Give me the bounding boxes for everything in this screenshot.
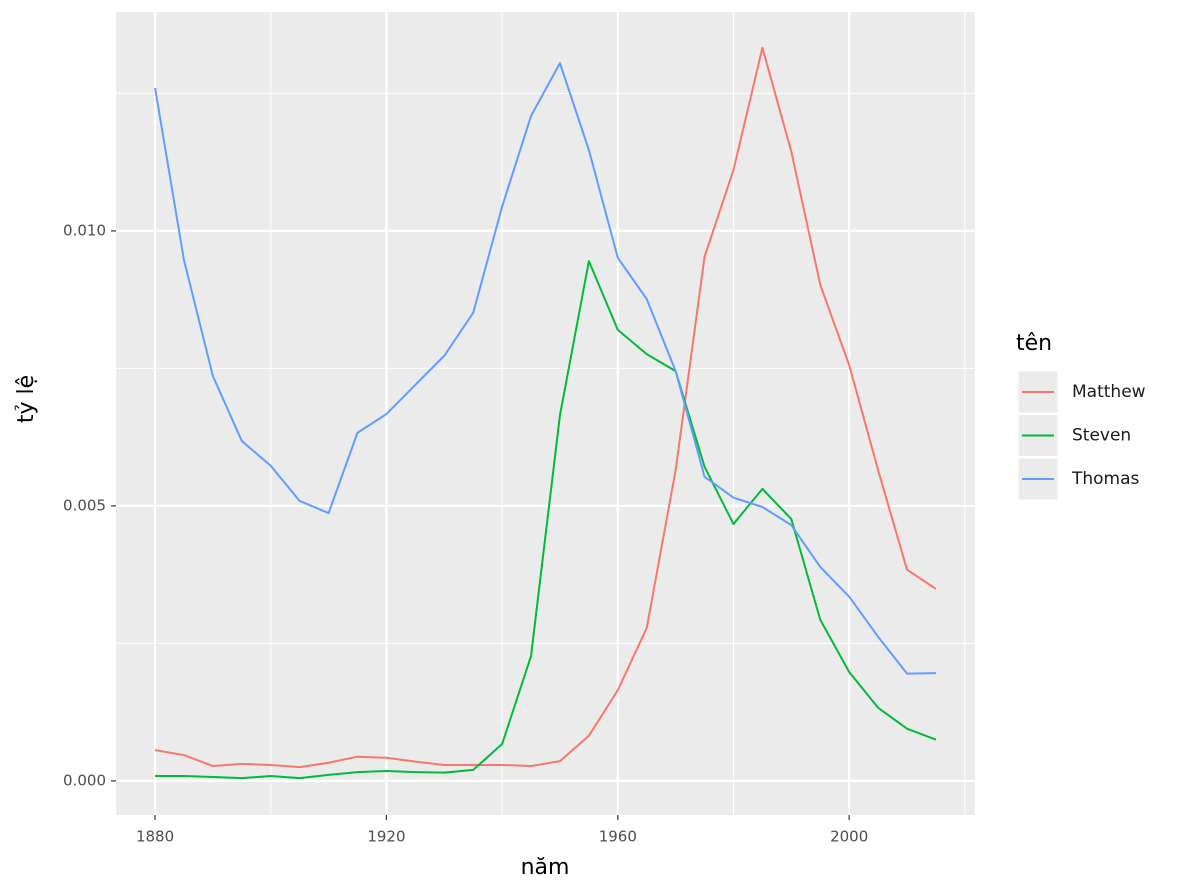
y-axis-title: tỷ lệ	[14, 375, 39, 423]
series-line	[154, 46, 937, 769]
legend: tên Matthew Steven Thomas	[1016, 331, 1146, 501]
x-tick-label: 1880	[136, 828, 174, 846]
series-line	[154, 62, 936, 675]
legend-label: Matthew	[1072, 382, 1146, 402]
panel	[116, 12, 975, 815]
x-tick-label: 1920	[367, 828, 405, 846]
x-tick-label: 2000	[830, 828, 868, 846]
y-tick-label: 0.010	[63, 221, 106, 239]
series-line	[155, 260, 937, 780]
y-tick-label: 0.005	[63, 496, 106, 514]
axes: 1880 1920 1960 2000 0.000 0.005 0.010	[63, 221, 868, 845]
legend-label: Thomas	[1071, 469, 1140, 489]
x-tick-label: 1960	[599, 828, 637, 846]
legend-title: tên	[1016, 331, 1052, 356]
lines	[154, 46, 937, 780]
y-tick-label: 0.000	[63, 771, 106, 789]
grid	[116, 12, 975, 815]
x-axis-title: năm	[521, 855, 570, 880]
legend-label: Steven	[1072, 426, 1131, 446]
